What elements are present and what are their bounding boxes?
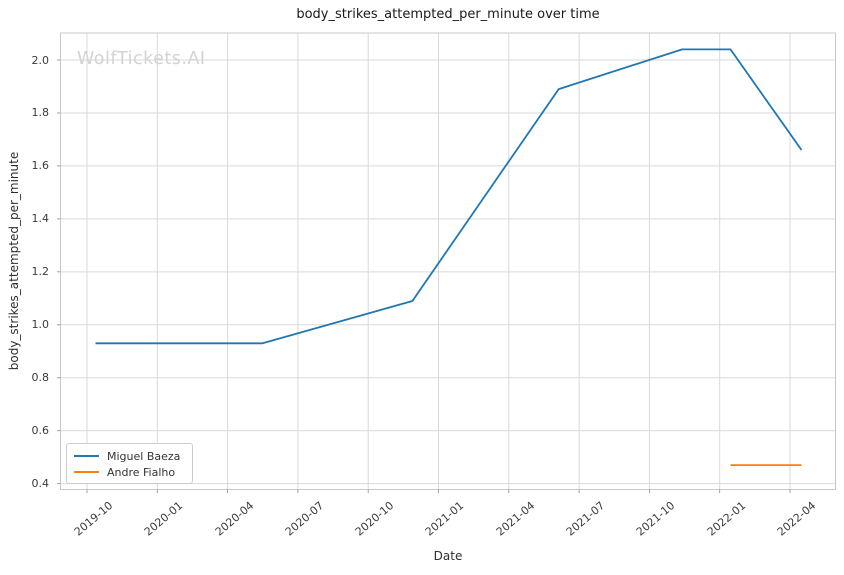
y-axis-label: body_strikes_attempted_per_minute [7, 151, 21, 371]
legend-label: Miguel Baeza [107, 449, 181, 463]
legend-line-swatch [74, 455, 99, 457]
legend-item: Andre Fialho [74, 464, 186, 480]
x-axis-label: Date [433, 549, 463, 563]
chart-title: body_strikes_attempted_per_minute over t… [296, 7, 600, 22]
watermark: WolfTickets.AI [77, 49, 206, 69]
legend-item: Miguel Baeza [74, 448, 186, 464]
y-tick-label: 0.4 [31, 477, 50, 491]
y-tick-label: 0.6 [31, 424, 50, 438]
y-tick-label: 1.0 [31, 318, 50, 332]
plot-border [60, 32, 836, 490]
legend: Miguel Baeza Andre Fialho [66, 443, 193, 484]
y-tick-label: 1.2 [31, 265, 50, 279]
y-tick-label: 2.0 [31, 53, 50, 67]
y-tick-label: 1.8 [31, 106, 50, 120]
legend-label: Andre Fialho [107, 465, 176, 479]
series-line-miguel-baeza [95, 48, 803, 345]
legend-line-swatch [74, 471, 99, 473]
y-tick-label: 1.4 [31, 212, 50, 226]
y-tick-label: 1.6 [31, 159, 50, 173]
y-tick-label: 0.8 [31, 371, 50, 385]
